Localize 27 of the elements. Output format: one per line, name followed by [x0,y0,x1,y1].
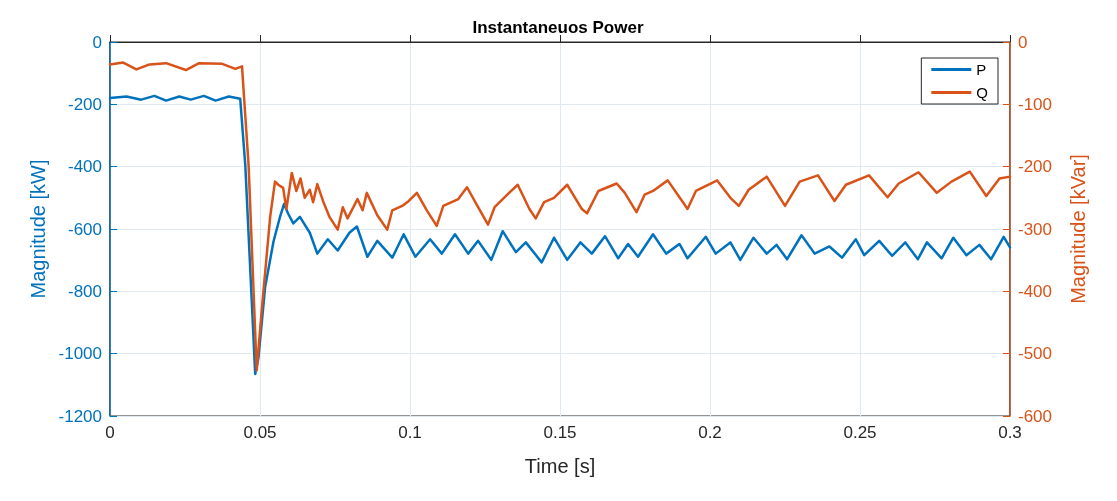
y2-tick-label: -400 [1018,281,1053,301]
y2-tick-label: 0 [1018,32,1028,52]
y2-tick-label: -600 [1018,406,1053,426]
x-tick-label: 0 [105,423,115,442]
x-tick-label: 0.1 [398,423,422,442]
y-tick-label: -600 [67,219,102,239]
x-tick-label: 0.25 [843,423,877,442]
y2-tick-label: -300 [1018,219,1053,239]
y2-tick-label: -200 [1018,157,1053,177]
y-tick-label: -1200 [58,406,102,426]
x-tick-label: 0.2 [698,423,722,442]
y-tick-label: -200 [67,94,102,114]
y-tick-label: -1000 [58,344,102,364]
x-tick-label: 0.15 [543,423,577,442]
y-tick-label: -400 [67,157,102,177]
y-axis-title: Magnitude [kW] [26,159,49,299]
y2-tick-label: -500 [1018,344,1053,364]
chart-title: Instantaneuos Power [472,18,644,37]
x-tick-label: 0.05 [243,423,277,442]
x-tick-label: 0.3 [998,423,1022,442]
legend-label: P [976,61,987,78]
y2-axis-title: Magnitude [kVar] [1067,154,1089,304]
y-tick-label: -800 [67,281,102,301]
y2-tick-label: -100 [1018,94,1053,114]
x-axis-title: Time [s] [524,455,596,477]
legend-label: Q [976,84,988,101]
y-tick-label: 0 [92,32,102,52]
